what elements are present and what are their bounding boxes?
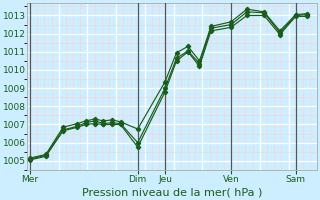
X-axis label: Pression niveau de la mer( hPa ): Pression niveau de la mer( hPa ) xyxy=(82,187,262,197)
